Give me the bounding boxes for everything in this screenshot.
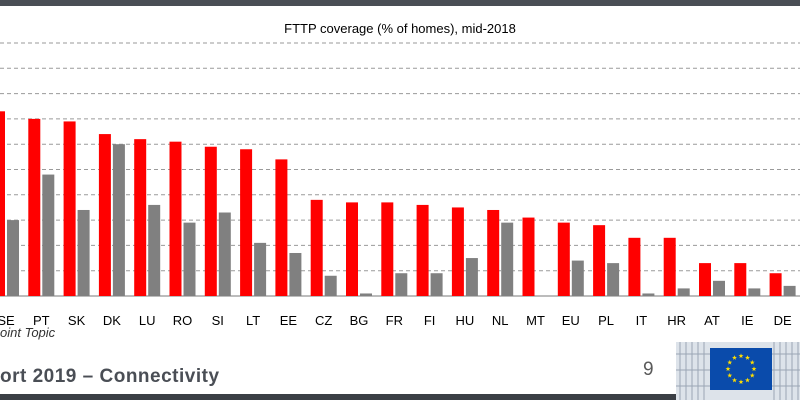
bar-de-series-1 xyxy=(769,273,782,296)
bar-ee-series-1 xyxy=(275,159,288,296)
bar-ie-series-1 xyxy=(734,263,747,296)
x-tick-label: AT xyxy=(704,313,720,328)
bar-lu-series-2 xyxy=(148,204,161,296)
page-number: 9 xyxy=(643,359,654,380)
x-tick-label: BG xyxy=(350,313,369,328)
x-tick-label: CZ xyxy=(315,313,332,328)
eu-star-icon xyxy=(727,359,733,365)
bar-it-series-2 xyxy=(642,293,655,296)
bar-eu-series-2 xyxy=(571,260,584,296)
eu-star-icon xyxy=(725,366,731,372)
eu-flag-icon xyxy=(710,348,772,390)
bar-nl-series-2 xyxy=(501,222,514,296)
bar-pl-series-2 xyxy=(607,263,620,296)
bar-dk-series-2 xyxy=(112,144,125,296)
bar-fi-series-2 xyxy=(430,273,443,296)
bar-hu-series-1 xyxy=(451,207,464,296)
eu-star-icon xyxy=(751,366,757,372)
x-tick-label: IE xyxy=(741,313,754,328)
x-tick-label: SK xyxy=(68,313,86,328)
bar-at-series-2 xyxy=(713,280,725,296)
bar-fr-series-2 xyxy=(395,273,408,296)
bar-chart: SE PT SK DK LU RO SI LT EE CZ BG FR FI HU NL MT EU PL IT HR… xyxy=(0,42,800,328)
x-tick-label: HU xyxy=(456,313,475,328)
bar-ie-series-2 xyxy=(748,288,761,296)
bar-eu-series-1 xyxy=(557,222,570,296)
bar-fr-series-1 xyxy=(381,202,394,296)
x-tick-label: FI xyxy=(424,313,436,328)
bar-hu-series-2 xyxy=(465,258,478,296)
eu-star-icon xyxy=(732,377,737,383)
bar-lt-series-1 xyxy=(240,149,253,296)
x-tick-label: LT xyxy=(246,313,260,328)
bar-bg-series-1 xyxy=(346,202,358,296)
x-tick-label: EE xyxy=(280,313,298,328)
x-tick-label: PL xyxy=(598,313,614,328)
eu-star-icon xyxy=(727,372,733,378)
x-tick-label: MT xyxy=(526,313,545,328)
x-tick-label: FR xyxy=(386,313,403,328)
eu-star-icon xyxy=(732,355,737,360)
x-tick-label: IT xyxy=(636,313,648,328)
bar-hr-series-1 xyxy=(663,237,676,296)
bar-at-series-1 xyxy=(699,263,711,296)
chart-title: FTTP coverage (% of homes), mid-2018 xyxy=(284,21,516,36)
x-tick-label: NL xyxy=(492,313,509,328)
bottom-strip xyxy=(0,394,676,400)
bar-dk-series-1 xyxy=(98,134,111,296)
eu-star-icon xyxy=(745,377,750,383)
bar-lt-series-2 xyxy=(254,242,267,296)
x-tick-label: SI xyxy=(212,313,224,328)
eu-star-icon xyxy=(738,379,744,385)
bar-hr-series-2 xyxy=(677,288,690,296)
bar-sk-series-2 xyxy=(77,209,90,296)
bar-si-series-2 xyxy=(218,212,231,296)
bar-cz-series-1 xyxy=(310,199,323,296)
bar-pt-series-1 xyxy=(28,118,41,297)
bar-ro-series-1 xyxy=(169,141,182,296)
bar-mt-series-1 xyxy=(522,217,535,296)
bar-pl-series-1 xyxy=(593,225,606,296)
bar-sk-series-1 xyxy=(63,121,76,297)
eu-star-icon xyxy=(745,355,750,360)
bar-se-series-1 xyxy=(0,111,5,296)
bar-se-series-2 xyxy=(7,220,19,296)
eu-star-icon xyxy=(738,353,744,359)
bar-si-series-1 xyxy=(204,146,217,296)
x-tick-label: EU xyxy=(562,313,580,328)
bar-cz-series-2 xyxy=(324,275,337,296)
footer-text: ort 2019 – Connectivity xyxy=(0,366,220,387)
bar-it-series-1 xyxy=(628,237,641,296)
x-tick-label: DE xyxy=(774,313,792,328)
x-tick-label: LU xyxy=(139,313,156,328)
bar-bg-series-2 xyxy=(360,293,372,296)
bar-nl-series-1 xyxy=(487,209,500,296)
x-tick-label: DK xyxy=(103,313,121,328)
bar-de-series-2 xyxy=(783,285,796,296)
bar-ro-series-2 xyxy=(183,222,196,296)
eu-star-icon xyxy=(749,372,755,378)
bar-ee-series-2 xyxy=(289,252,302,296)
bar-lu-series-1 xyxy=(134,139,147,296)
x-tick-label: PT xyxy=(33,313,50,328)
top-strip xyxy=(0,0,800,6)
bar-pt-series-2 xyxy=(42,174,55,296)
x-tick-label: HR xyxy=(667,313,686,328)
bar-fi-series-1 xyxy=(416,204,429,296)
x-tick-label: SE xyxy=(0,313,15,328)
source-note: oint Topic xyxy=(0,325,56,340)
x-tick-label: RO xyxy=(173,313,193,328)
chart-frame: FTTP coverage (% of homes), mid-2018 SE P… xyxy=(0,6,800,351)
eu-star-icon xyxy=(749,359,755,365)
